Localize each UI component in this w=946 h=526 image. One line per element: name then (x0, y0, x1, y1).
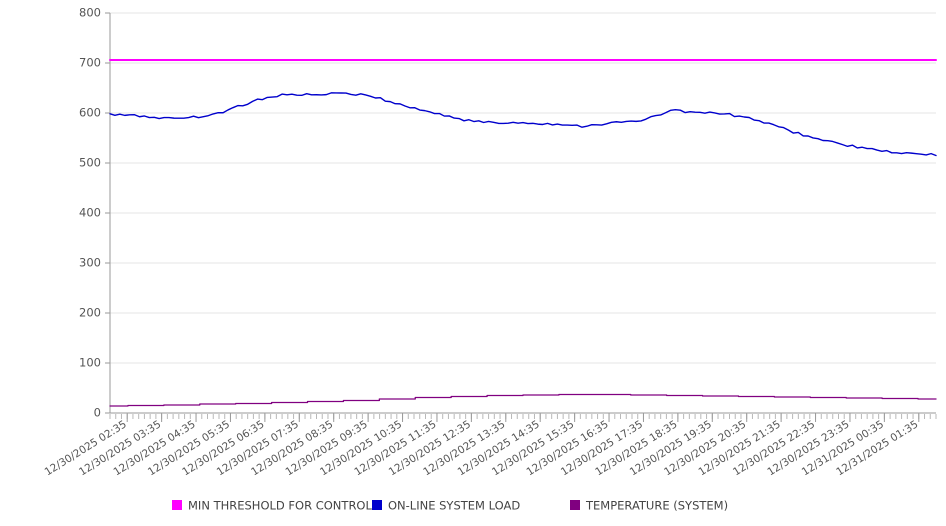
legend-label: ON-LINE SYSTEM LOAD (388, 499, 520, 513)
y-tick-label: 100 (79, 356, 101, 370)
legend-swatch (372, 500, 382, 510)
series-group (109, 59, 937, 407)
y-tick-label: 600 (79, 106, 101, 120)
y-axis-group: 0 100 200 300 400 500 600 700 800 (79, 6, 111, 420)
legend-swatch (570, 500, 580, 510)
y-tick-label: 800 (79, 6, 101, 20)
series-line-2 (109, 92, 937, 157)
y-tick-label: 0 (94, 406, 101, 420)
y-tick-label: 500 (79, 156, 101, 170)
legend-group: MIN THRESHOLD FOR CONTROL ON-LINE SYSTEM … (172, 499, 728, 513)
series-line-3 (109, 393, 937, 407)
legend-label: MIN THRESHOLD FOR CONTROL (188, 499, 372, 513)
x-axis-group (109, 412, 937, 422)
y-tick-label: 400 (79, 206, 101, 220)
legend-swatch (172, 500, 182, 510)
y-tick-label: 200 (79, 306, 101, 320)
y-tick-label: 700 (79, 56, 101, 70)
gridlines-group (110, 12, 936, 414)
legend-label: TEMPERATURE (SYSTEM) (585, 499, 728, 513)
y-tick-label: 300 (79, 256, 101, 270)
